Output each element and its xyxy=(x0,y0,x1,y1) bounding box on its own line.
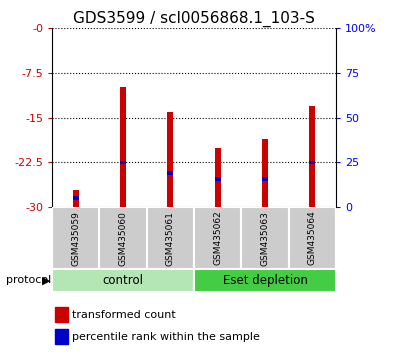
Bar xyxy=(215,148,220,207)
Bar xyxy=(215,177,220,181)
Text: GSM435062: GSM435062 xyxy=(213,211,222,266)
Bar xyxy=(99,207,147,269)
Bar xyxy=(147,207,194,269)
Text: GSM435061: GSM435061 xyxy=(166,211,175,266)
Bar xyxy=(120,87,126,207)
Bar xyxy=(262,177,268,181)
Text: GSM435064: GSM435064 xyxy=(308,211,317,266)
Bar xyxy=(168,171,173,175)
Text: transformed count: transformed count xyxy=(72,310,176,320)
Bar xyxy=(73,196,78,200)
Bar xyxy=(73,190,78,207)
Text: GSM435063: GSM435063 xyxy=(260,211,270,266)
Text: control: control xyxy=(102,274,144,287)
Text: ▶: ▶ xyxy=(42,275,50,285)
Text: percentile rank within the sample: percentile rank within the sample xyxy=(72,332,260,342)
Text: protocol: protocol xyxy=(6,275,51,285)
Bar xyxy=(289,207,336,269)
Text: Eset depletion: Eset depletion xyxy=(222,274,308,287)
Bar xyxy=(310,106,315,207)
Bar xyxy=(168,112,173,207)
Bar xyxy=(52,207,99,269)
Bar xyxy=(262,138,268,207)
Title: GDS3599 / scl0056868.1_103-S: GDS3599 / scl0056868.1_103-S xyxy=(73,11,315,27)
Bar xyxy=(52,269,194,292)
Text: GSM435060: GSM435060 xyxy=(118,211,128,266)
Bar xyxy=(55,329,68,344)
Bar xyxy=(120,161,126,164)
Bar xyxy=(241,207,289,269)
Bar xyxy=(55,307,68,322)
Text: GSM435059: GSM435059 xyxy=(71,211,80,266)
Bar xyxy=(194,269,336,292)
Bar xyxy=(194,207,241,269)
Bar xyxy=(310,161,315,164)
